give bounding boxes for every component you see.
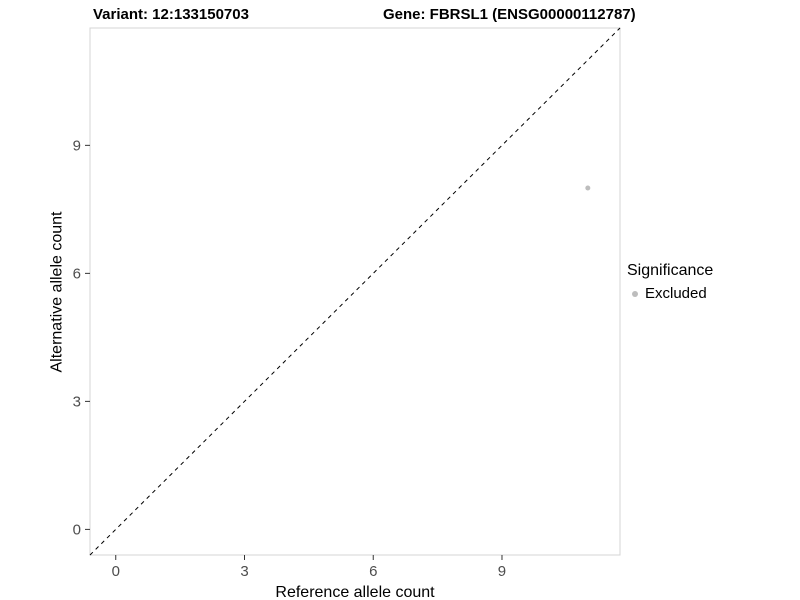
panel-border — [89, 27, 621, 556]
x-tick-label: 9 — [498, 563, 506, 580]
y-tick-label: 0 — [73, 521, 81, 538]
y-axis-label: Alternative allele count — [48, 211, 66, 372]
legend-item-excluded: Excluded — [627, 285, 713, 302]
legend-item-label: Excluded — [645, 285, 707, 302]
gene-title: Gene: FBRSL1 (ENSG00000112787) — [383, 6, 636, 23]
y-tick-label: 6 — [73, 265, 81, 282]
y-tick-label: 9 — [73, 137, 81, 154]
x-tick-label: 0 — [112, 563, 120, 580]
variant-title: Variant: 12:133150703 — [93, 6, 249, 23]
y-axis-label-wrap: Alternative allele count — [46, 28, 68, 555]
legend: Significance Excluded — [627, 262, 713, 302]
x-axis-label: Reference allele count — [275, 584, 435, 600]
legend-title: Significance — [627, 262, 714, 279]
excluded-point-icon — [632, 290, 638, 297]
x-tick-label: 6 — [369, 563, 377, 580]
x-tick-label: 3 — [240, 563, 248, 580]
data-point — [585, 185, 591, 191]
y-tick-label: 3 — [73, 393, 81, 410]
